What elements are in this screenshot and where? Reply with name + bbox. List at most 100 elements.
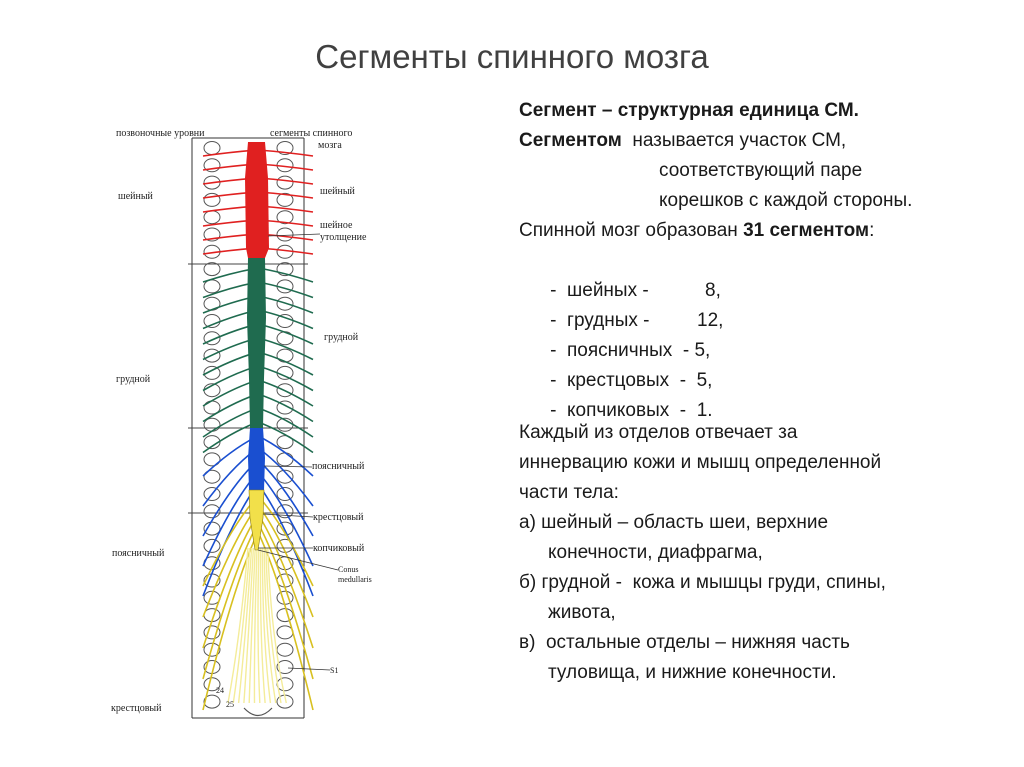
- text-panel: Сегмент – структурная единица СМ. Сегмен…: [519, 96, 989, 688]
- vertebra-right: [276, 192, 294, 207]
- innervation-intro-line3: части тела:: [519, 482, 619, 503]
- vertebra-left: [203, 538, 221, 553]
- vertebra-right: [276, 296, 294, 311]
- spinal-cord-illustration: [188, 137, 339, 719]
- cord-composition-colon: :: [869, 220, 875, 241]
- cauda-equina-strand: [253, 547, 258, 704]
- cauda-equina-strand: [248, 547, 256, 704]
- vertebra-right: [276, 348, 294, 363]
- vertebra-left: [203, 192, 221, 207]
- vertebra-left: [203, 642, 221, 657]
- segment-term: Сегментом: [519, 130, 622, 151]
- vertebra-right: [276, 452, 294, 467]
- definition-line4: корешков с каждой стороны.: [659, 190, 913, 211]
- segment-list-value: 12,: [697, 310, 724, 331]
- segment-list-item: - шейных - 8,: [519, 246, 989, 301]
- vertebra-left: [203, 435, 221, 450]
- vertebral-levels-header: позвоночные уровни: [116, 128, 205, 139]
- vertebra-left: [203, 141, 221, 155]
- cauda-equina-strand: [263, 547, 277, 704]
- cauda-equina-strand: [265, 547, 282, 704]
- pointer-conus: [257, 549, 339, 571]
- item-a-line1: а) шейный – область шеи, верхние: [519, 512, 829, 533]
- nerve-root-sacral: [257, 522, 314, 680]
- segment-definition: Сегмент – структурная единица СМ.: [519, 100, 859, 121]
- vertebra-right: [276, 227, 294, 242]
- vertebra-right: [276, 141, 294, 155]
- cord-lumbar-segment: [248, 428, 265, 490]
- pointer-sacral: [262, 513, 314, 518]
- segment-list-name: - поясничных - 5,: [550, 340, 711, 361]
- right-label-lumbar: поясничный: [312, 461, 365, 472]
- left-label-thoracic: грудной: [116, 374, 151, 385]
- nerve-root-thoracic: [257, 393, 314, 423]
- left-label-cervical: шейный: [118, 191, 153, 202]
- nerve-root-thoracic: [257, 421, 314, 454]
- nerve-root-sacral: [257, 531, 314, 711]
- cord-composition-text: Спинной мозг образован: [519, 220, 744, 241]
- cauda-equina-strand: [227, 547, 249, 704]
- right-label-s1: S1: [330, 666, 339, 675]
- vertebra-left: [203, 262, 221, 277]
- right-label-conus-line1: Conus: [338, 565, 359, 574]
- item-c-line2: туловища, и нижние конечности.: [548, 662, 837, 683]
- segment-list-value: 8,: [705, 280, 721, 301]
- vertebra-number-25: 25: [226, 700, 234, 709]
- cord-thoracic-segment: [247, 258, 266, 428]
- vertebra-left: [203, 365, 221, 380]
- segment-list-name: - шейных -: [550, 280, 649, 301]
- segment-list-name: - грудных -: [550, 310, 650, 331]
- vertebra-left: [203, 469, 221, 484]
- pointer-s1: [287, 667, 331, 671]
- left-label-lumbar: поясничный: [112, 548, 165, 559]
- cauda-equina-strand: [257, 547, 261, 704]
- vertebra-right: [276, 521, 294, 536]
- spinal-cord-diagram: позвоночные уровни сегменты спинного моз…: [108, 118, 398, 728]
- cauda-equina-strand: [237, 547, 253, 704]
- right-label-cervical: шейный: [320, 186, 355, 197]
- item-b-line2: живота,: [548, 602, 616, 623]
- nerve-root-thoracic: [257, 365, 314, 392]
- nerve-root-sacral: [257, 504, 314, 618]
- nerve-root-cervical: [257, 149, 314, 157]
- item-c-line1: в) остальные отделы – нижняя часть: [519, 632, 850, 653]
- item-b-line1: б) грудной - кожа и мышцы груди, спины,: [519, 572, 886, 593]
- right-label-enlargement-line2: утолщение: [320, 232, 367, 243]
- right-label-enlargement-line1: шейное: [320, 220, 353, 231]
- nerve-root-thoracic: [257, 281, 314, 299]
- cord-cervical-segment: [245, 142, 269, 258]
- nerve-root-sacral: [257, 513, 314, 649]
- vertebra-left: [203, 210, 221, 225]
- cauda-equina-strand: [232, 547, 251, 704]
- vertebra-right: [276, 400, 294, 415]
- vertebra-right: [276, 608, 294, 623]
- sacrum-shape: [243, 707, 273, 717]
- cauda-equina-strand: [261, 547, 272, 704]
- vertebra-right: [276, 660, 294, 674]
- segment-list-item: - копчиковых - 1.: [519, 366, 989, 421]
- innervation-intro-line1: Каждый из отделов отвечает за: [519, 422, 798, 443]
- vertebra-right: [276, 677, 294, 692]
- definition-line3: соответствующий паре: [659, 160, 863, 181]
- vertebra-left: [203, 677, 221, 692]
- vertebra-left: [203, 227, 221, 242]
- slide-title: Сегменты спинного мозга: [315, 38, 709, 75]
- vertebra-right: [276, 504, 294, 519]
- nerve-root-sacral: [202, 531, 259, 711]
- segment-list-item: - поясничных - 5,: [519, 306, 989, 361]
- cord-segments-header-line2: мозга: [318, 140, 342, 151]
- nerve-root-sacral: [202, 522, 259, 680]
- vertebra-left: [203, 279, 221, 294]
- pointer-lumbar: [263, 465, 313, 468]
- right-label-conus-line2: medullaris: [338, 575, 372, 584]
- cauda-equina-strand: [259, 547, 266, 704]
- vertebra-left: [203, 487, 221, 501]
- vertebra-right: [276, 642, 294, 657]
- segment-count: 31 сегментом: [743, 220, 870, 241]
- pointer-cervical-enlargement: [267, 233, 321, 237]
- segment-list-name: - крестцовых - 5,: [550, 370, 713, 391]
- vertebra-right: [276, 383, 294, 398]
- vertebra-left: [203, 331, 221, 346]
- right-label-thoracic: грудной: [324, 332, 359, 343]
- right-label-sacral: крестцовый: [313, 512, 364, 523]
